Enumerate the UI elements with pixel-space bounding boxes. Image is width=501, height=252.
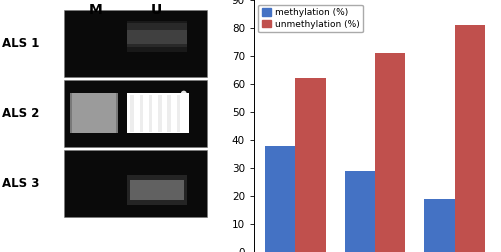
Bar	[64, 80, 206, 147]
Bar	[295, 78, 326, 252]
Legend: methylation (%), unmethylation (%): methylation (%), unmethylation (%)	[259, 5, 363, 33]
Bar	[70, 93, 118, 134]
Ellipse shape	[181, 91, 187, 96]
Bar	[72, 93, 116, 134]
Bar	[130, 180, 184, 200]
Bar	[127, 175, 187, 205]
Bar	[64, 10, 206, 77]
Bar	[127, 93, 189, 134]
Bar	[167, 95, 171, 132]
Bar	[345, 171, 375, 252]
Bar	[130, 95, 134, 132]
Text: M: M	[88, 3, 102, 17]
Text: U: U	[151, 3, 162, 17]
Bar	[127, 21, 187, 52]
Bar	[140, 95, 143, 132]
Bar	[158, 95, 162, 132]
Bar	[70, 93, 118, 134]
Bar	[455, 25, 485, 252]
Text: ALS 1: ALS 1	[2, 37, 40, 50]
Bar	[64, 150, 206, 217]
Text: ALS 3: ALS 3	[2, 177, 40, 190]
Bar	[127, 23, 187, 47]
Bar	[127, 30, 187, 44]
Bar	[265, 146, 295, 252]
Bar	[149, 95, 152, 132]
Bar	[424, 199, 455, 252]
Bar	[375, 53, 405, 252]
Text: ALS 2: ALS 2	[2, 107, 40, 120]
Bar	[177, 95, 180, 132]
